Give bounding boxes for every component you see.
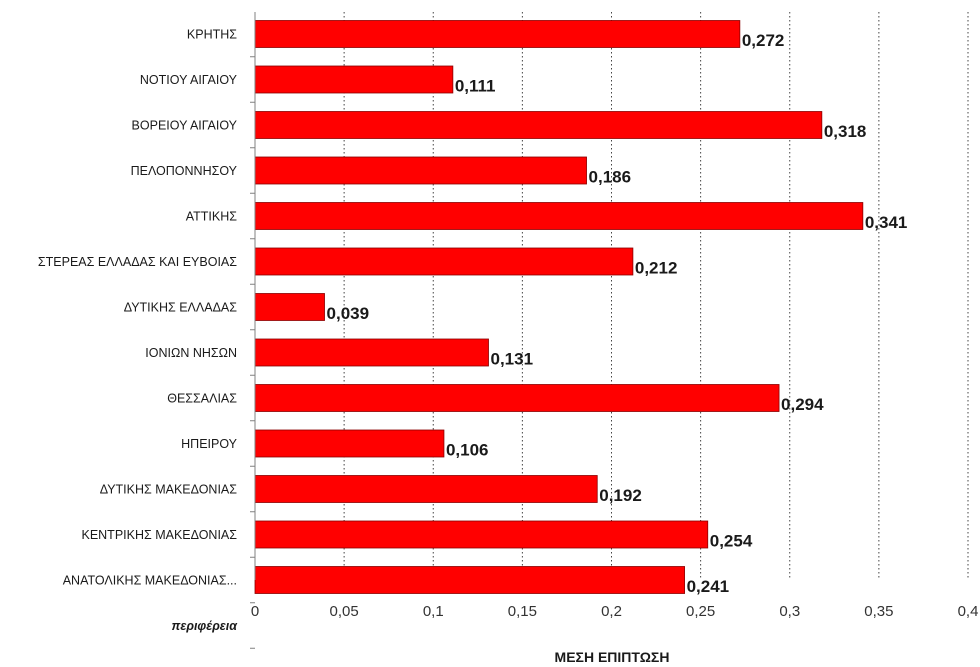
data-label: 0,272 [742, 31, 785, 50]
x-axis-title: ΜΕΣΗ ΕΠΙΠΤΩΣΗ [555, 649, 670, 665]
bar [254, 475, 598, 503]
category-label: ΑΝΑΤΟΛΙΚΗΣ ΜΑΚΕΔΟΝΙΑΣ... [63, 574, 237, 588]
data-label: 0,111 [455, 77, 496, 96]
bars [254, 20, 864, 594]
data-label: 0,131 [491, 350, 534, 369]
bar [254, 520, 709, 549]
x-tick-label: 0,05 [330, 603, 359, 620]
x-tick-label: 0,1 [423, 603, 444, 620]
category-label: περιφέρεια [172, 619, 239, 633]
category-label: ΔΥΤΙΚΗΣ ΜΑΚΕΔΟΝΙΑΣ [100, 483, 238, 497]
data-label: 0,212 [635, 259, 678, 278]
bar [254, 566, 685, 594]
category-label: ΑΤΤΙΚΗΣ [186, 210, 238, 224]
data-label: 0,039 [327, 304, 370, 323]
x-tick-labels: 0 0,05 0,1 0,15 0,2 0,25 0,3 0,35 0,4 [251, 603, 979, 620]
x-tick-label: 0 [251, 603, 259, 620]
data-label: 0,294 [781, 395, 824, 414]
x-tick-label: 0,3 [779, 603, 800, 620]
bar [254, 384, 780, 412]
value-labels: 0,272 0,111 0,318 0,186 0,341 0,212 0,039 0,131… [327, 31, 908, 596]
bar [254, 202, 864, 230]
category-label: ΚΡΗΤΗΣ [187, 28, 237, 42]
category-label: ΝΟΤΙΟΥ ΑΙΓΑΙΟΥ [140, 73, 238, 87]
category-label: ΙΟΝΙΩΝ ΝΗΣΩΝ [145, 346, 237, 360]
bar [254, 20, 741, 48]
category-label: ΣΤΕΡΕΑΣ ΕΛΛΑΔΑΣ ΚΑΙ ΕΥΒΟΙΑΣ [38, 255, 237, 269]
x-tick-label: 0,25 [686, 603, 715, 620]
data-label: 0,254 [710, 532, 753, 551]
data-label: 0,241 [687, 577, 730, 596]
data-label: 0,318 [824, 122, 867, 141]
bar [254, 293, 325, 321]
data-label: 0,186 [589, 168, 632, 187]
data-label: 0,192 [599, 486, 642, 505]
bar [254, 247, 634, 276]
data-label: 0,106 [446, 441, 489, 460]
category-label: ΒΟΡΕΙΟΥ ΑΙΓΑΙΟΥ [132, 119, 238, 133]
category-labels: ΚΡΗΤΗΣ ΝΟΤΙΟΥ ΑΙΓΑΙΟΥ ΒΟΡΕΙΟΥ ΑΙΓΑΙΟΥ ΠΕΛΟΠ… [38, 28, 255, 649]
x-tick-label: 0,4 [958, 603, 979, 620]
category-label: ΠΕΛΟΠΟΝΝΗΣΟΥ [131, 164, 238, 178]
bar [254, 111, 823, 139]
bar [254, 338, 489, 367]
category-label: ΔΥΤΙΚΗΣ ΕΛΛΑΔΑΣ [124, 301, 237, 315]
bar [254, 65, 454, 94]
bar [254, 156, 587, 185]
category-label: ΚΕΝΤΡΙΚΗΣ ΜΑΚΕΔΟΝΙΑΣ [81, 528, 237, 542]
x-tick-label: 0,2 [601, 603, 622, 620]
category-label: ΘΕΣΣΑΛΙΑΣ [167, 392, 237, 406]
data-label: 0,341 [865, 213, 908, 232]
bar [254, 429, 445, 458]
category-label: ΗΠΕΙΡΟΥ [181, 437, 238, 451]
x-tick-label: 0,35 [864, 603, 893, 620]
x-tick-label: 0,15 [508, 603, 537, 620]
